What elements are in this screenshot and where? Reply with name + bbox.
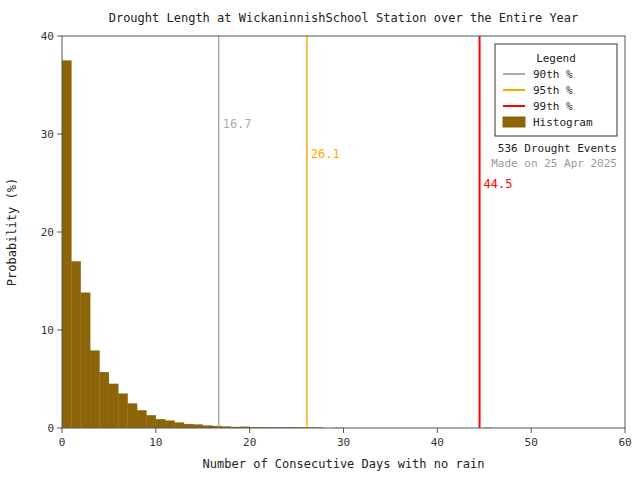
- histogram-bar: [90, 351, 99, 428]
- line-labels: 16.7 26.1 44.5: [223, 117, 513, 191]
- x-tick-label: 0: [59, 436, 66, 449]
- legend-entry: 95th %: [533, 84, 573, 97]
- x-tick: [531, 428, 532, 433]
- histogram-bar: [71, 261, 80, 428]
- legend-swatch: [503, 73, 525, 75]
- x-tick: [155, 428, 156, 433]
- histogram-bar: [109, 384, 118, 428]
- y-tick-label: 30: [41, 128, 54, 141]
- chart: Drought Length at WickaninnishSchool Sta…: [0, 0, 640, 480]
- histogram-bar: [165, 421, 174, 428]
- plot-data: [62, 36, 494, 428]
- legend-title: Legend: [536, 52, 576, 65]
- legend-entry: 90th %: [533, 68, 573, 81]
- y-tick: [57, 134, 62, 135]
- x-tick-label: 40: [431, 436, 444, 449]
- histogram-bar: [146, 415, 155, 428]
- x-tick-label: 20: [243, 436, 256, 449]
- histogram-bar: [175, 423, 184, 428]
- x-tick: [343, 428, 344, 433]
- plot-frame: [62, 36, 625, 428]
- histogram-bar: [184, 424, 193, 428]
- histogram-bar: [118, 394, 127, 428]
- percentile-label: 44.5: [484, 177, 513, 191]
- percentile-line: [306, 36, 307, 428]
- title: Drought Length at WickaninnishSchool Sta…: [109, 11, 579, 25]
- histogram-bar: [156, 419, 165, 428]
- legend: Legend 90th % 95th % 99th % Histogram: [495, 44, 617, 136]
- y-tick-label: 0: [47, 422, 54, 435]
- legend-swatch: [503, 117, 525, 127]
- histogram: [62, 61, 494, 429]
- histogram-bar: [193, 425, 202, 428]
- histogram-bar: [137, 410, 146, 428]
- percentile-label: 16.7: [223, 117, 252, 131]
- x-tick-label: 10: [149, 436, 162, 449]
- y-tick-label: 10: [41, 324, 54, 337]
- x-tick-label: 50: [525, 436, 538, 449]
- x-tick: [437, 428, 438, 433]
- legend-entry: Histogram: [533, 116, 593, 129]
- x-tick-label: 30: [337, 436, 350, 449]
- x-tick: [62, 428, 63, 433]
- x-tick: [249, 428, 250, 433]
- y-tick: [57, 232, 62, 233]
- x-tick: [625, 428, 626, 433]
- y-tick: [57, 428, 62, 429]
- legend-swatch: [503, 105, 525, 107]
- y-axis-label: Probability (%): [5, 178, 19, 286]
- y-tick: [57, 330, 62, 331]
- x-axis-label: Number of Consecutive Days with no rain: [203, 457, 485, 471]
- legend-entry: 99th %: [533, 100, 573, 113]
- percentile-line: [479, 36, 481, 428]
- percentile-line: [218, 36, 219, 428]
- annotation: Made on 25 Apr 2025: [491, 157, 617, 170]
- histogram-bar: [128, 404, 137, 429]
- legend-box: [495, 44, 617, 136]
- histogram-bar: [81, 293, 90, 428]
- y-tick-label: 40: [41, 30, 54, 43]
- histogram-bar: [62, 61, 71, 429]
- percentile-label: 26.1: [311, 147, 340, 161]
- y-tick-label: 20: [41, 226, 54, 239]
- legend-swatch: [503, 89, 525, 91]
- annotation: 536 Drought Events: [498, 142, 617, 155]
- axes: 0 10 20 30 40 50 60 0 10 20 30 40: [41, 30, 632, 449]
- y-tick: [57, 36, 62, 37]
- histogram-bar: [100, 372, 109, 428]
- x-tick-label: 60: [618, 436, 631, 449]
